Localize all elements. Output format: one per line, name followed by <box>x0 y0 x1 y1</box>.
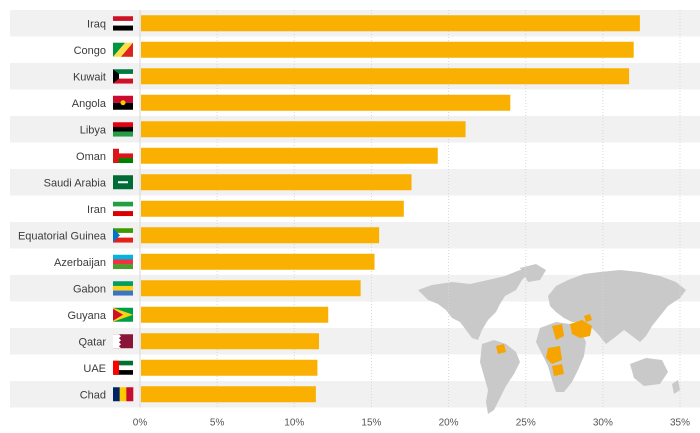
flag-icon <box>113 175 133 190</box>
category-label: Guyana <box>67 310 106 322</box>
bar <box>141 253 375 270</box>
bar <box>141 333 319 350</box>
map-highlight-north-africa <box>552 324 564 340</box>
bar <box>141 227 380 244</box>
category-labels: Iraq Congo Kuwait Angola Libya Oman Saudi Arab… <box>18 18 107 401</box>
x-axis-ticks: 0% 5% 10% 15% 20% 25% 30% 35% <box>133 418 690 429</box>
map-eurasia <box>548 270 686 344</box>
map-highlight-gulf <box>570 320 592 338</box>
flag-icon <box>113 95 133 110</box>
bar <box>141 359 318 376</box>
flag-icon <box>113 387 134 402</box>
flag-icon <box>113 228 133 243</box>
bar <box>141 94 511 111</box>
category-label: Saudi Arabia <box>44 177 107 189</box>
category-label: Angola <box>72 98 107 110</box>
category-label: Kuwait <box>73 71 106 83</box>
category-label: Qatar <box>78 336 106 348</box>
category-label: Equatorial Guinea <box>18 230 107 242</box>
bar <box>141 121 466 138</box>
flag-icon <box>113 122 133 137</box>
category-label: UAE <box>83 363 106 375</box>
bar <box>141 147 438 164</box>
x-tick-label: 10% <box>284 418 304 429</box>
category-label: Oman <box>76 151 106 163</box>
category-label: Iraq <box>87 18 106 30</box>
flag-icon <box>113 16 133 31</box>
category-label: Libya <box>80 124 107 136</box>
map-highlight-guyana <box>496 344 506 354</box>
flag-icon <box>113 360 133 375</box>
flag-icon <box>113 307 133 322</box>
category-label: Azerbaijan <box>54 257 106 269</box>
x-tick-label: 0% <box>133 418 148 429</box>
x-tick-label: 5% <box>210 418 225 429</box>
flag-icon <box>113 201 133 217</box>
map-north-america <box>418 270 530 340</box>
map-australia <box>630 358 668 386</box>
flag-icon <box>113 148 133 164</box>
category-label: Gabon <box>73 283 106 295</box>
map-new-zealand <box>672 380 680 394</box>
bar <box>141 174 412 191</box>
x-tick-label: 15% <box>361 418 381 429</box>
category-label: Congo <box>74 45 106 57</box>
x-tick-label: 25% <box>516 418 536 429</box>
bar <box>141 200 404 217</box>
flag-icon <box>113 334 133 349</box>
world-map <box>418 264 686 414</box>
bar <box>141 280 361 297</box>
map-greenland <box>520 264 546 282</box>
flag-icon <box>113 254 133 270</box>
bar <box>141 68 630 85</box>
category-label: Iran <box>87 204 106 216</box>
map-highlight-azerbaijan <box>584 314 592 322</box>
bars <box>141 15 640 403</box>
flag-icon <box>113 69 133 84</box>
bar <box>141 306 329 323</box>
bar <box>141 15 640 32</box>
category-label: Chad <box>80 389 106 401</box>
x-tick-label: 30% <box>593 418 613 429</box>
x-tick-label: 35% <box>670 418 690 429</box>
map-south-america <box>480 340 520 414</box>
bar <box>141 386 316 403</box>
bar <box>141 41 634 58</box>
x-tick-label: 20% <box>439 418 459 429</box>
map-highlight-central-africa <box>546 346 562 364</box>
flag-icon <box>113 281 133 296</box>
flag-icon <box>113 42 133 57</box>
map-highlight-angola <box>552 364 564 376</box>
flags <box>113 16 134 402</box>
